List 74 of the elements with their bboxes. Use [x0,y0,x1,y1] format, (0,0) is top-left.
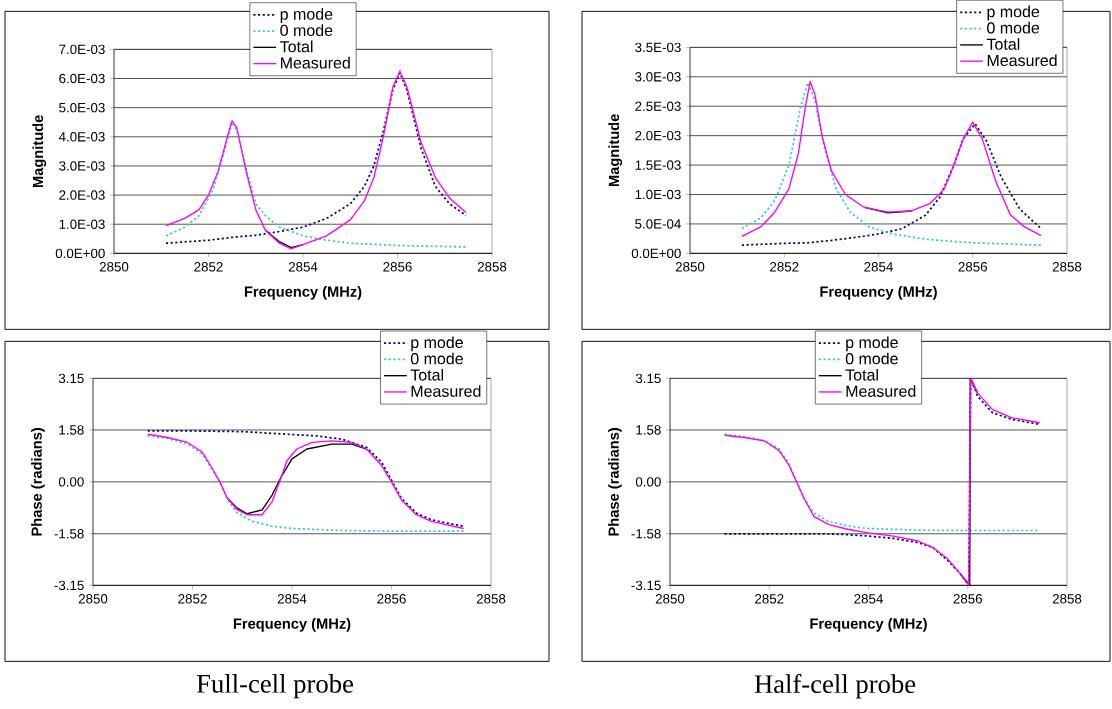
text: Half-cell probe [754,673,916,699]
y-tick-label: -1.58 [54,528,84,539]
x-tick-label: 2850 [99,261,129,272]
y-axis-title: Magnitude [608,114,623,186]
x-tick-label: 2850 [78,593,108,604]
text: Full-cell probe [196,673,353,699]
y-tick-label: 5.0E-04 [635,219,681,229]
x-tick-label: 2858 [1052,261,1082,272]
x-tick-label: 2852 [770,261,799,272]
y-axis-title: Phase (radians) [31,427,45,536]
y-tick-label: 1.58 [636,425,661,435]
y-tick-label: 0.0E+00 [631,248,681,258]
x-tick-label: 2856 [958,261,987,272]
y-tick-label: 0.0E+00 [55,248,105,258]
y-tick-label: -3.15 [54,580,84,590]
y-tick-label: 2.0E-03 [59,190,105,200]
x-tick-label: 2852 [194,261,223,272]
legend-label: Measured [411,384,481,397]
legend-label: Measured [846,384,916,397]
y-tick-label: 7.0E-03 [59,44,105,54]
y-tick-label: 0.00 [58,476,84,487]
y-tick-label: 3.0E-03 [59,161,105,171]
legend-label: 0 mode [280,24,333,36]
x-tick-label: 2856 [953,593,982,604]
x-tick-label: 2858 [476,593,506,604]
y-tick-label: 6.0E-03 [59,73,105,84]
y-tick-label: 0.00 [635,476,661,487]
y-tick-label: 1.0E-03 [59,219,105,229]
y-tick-label: 3.5E-03 [635,42,681,52]
x-tick-label: 2852 [755,593,784,604]
legend-label: Total [410,368,444,381]
legend-label: Total [845,368,878,381]
x-tick-label: 2858 [477,261,507,272]
legend-label: 0 mode [410,352,463,365]
legend-label: Measured [987,54,1057,66]
x-tick-label: 2856 [383,261,412,272]
x-axis-title: Frequency (MHz) [820,285,937,300]
x-tick-label: 2854 [864,261,893,272]
legend-label: p mode [987,5,1040,21]
x-tick-label: 2854 [277,593,307,604]
y-tick-label: 3.0E-03 [635,71,681,82]
line-series [165,121,467,248]
legend-label: Measured [281,56,350,69]
legend-label: p mode [846,336,898,352]
x-tick-label: 2852 [178,593,207,604]
x-tick-label: 2858 [1052,593,1082,604]
y-tick-label: 1.5E-03 [635,160,681,170]
x-axis-title: Frequency (MHz) [244,285,362,300]
y-axis-title: Magnitude [32,115,47,187]
x-tick-label: 2856 [377,593,406,604]
legend-label: Total [280,40,313,53]
x-axis-title: Frequency (MHz) [233,617,351,632]
x-tick-label: 2854 [854,593,883,604]
y-tick-label: 2.0E-03 [635,130,681,141]
x-tick-label: 2850 [675,261,705,272]
x-tick-label: 2850 [655,593,685,604]
y-tick-label: 4.0E-03 [58,131,105,142]
y-tick-label: -3.15 [631,580,661,590]
legend-label: 0 mode [845,352,898,365]
y-axis-title: Phase (radians) [608,427,622,536]
legend-label: 0 mode [987,21,1040,34]
legend-label: Total [986,37,1020,50]
y-tick-label: 1.58 [59,425,84,435]
y-tick-label: 5.0E-03 [59,102,105,113]
y-tick-label: -1.58 [631,528,661,539]
y-tick-label: 1.0E-03 [635,189,681,200]
legend-label: p mode [280,7,333,23]
y-tick-label: 3.15 [635,373,661,383]
y-tick-label: 2.5E-03 [635,101,681,111]
line-series [740,122,1042,246]
legend-label: p mode [411,336,463,352]
y-tick-label: 3.15 [58,373,84,383]
x-tick-label: 2854 [288,261,318,272]
x-axis-title: Frequency (MHz) [810,617,927,632]
